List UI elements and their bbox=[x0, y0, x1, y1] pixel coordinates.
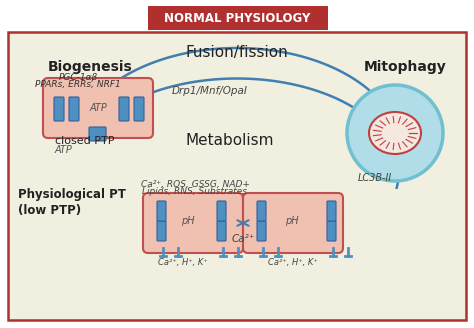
Text: PGC-1αβ: PGC-1αβ bbox=[58, 73, 98, 82]
FancyBboxPatch shape bbox=[217, 221, 226, 241]
FancyBboxPatch shape bbox=[148, 6, 328, 30]
Text: pH: pH bbox=[285, 216, 299, 226]
FancyBboxPatch shape bbox=[43, 78, 153, 138]
Text: ATP: ATP bbox=[55, 145, 73, 155]
FancyBboxPatch shape bbox=[134, 97, 144, 121]
Circle shape bbox=[347, 85, 443, 181]
FancyBboxPatch shape bbox=[8, 32, 466, 320]
FancyBboxPatch shape bbox=[143, 193, 243, 253]
Text: Ca²⁺, H⁺, K⁺: Ca²⁺, H⁺, K⁺ bbox=[158, 258, 208, 267]
Text: pH: pH bbox=[181, 216, 195, 226]
FancyBboxPatch shape bbox=[257, 221, 266, 241]
Text: NORMAL PHYSIOLOGY: NORMAL PHYSIOLOGY bbox=[164, 11, 310, 25]
Text: PPARs, ERRs, NRF1: PPARs, ERRs, NRF1 bbox=[35, 80, 121, 89]
FancyBboxPatch shape bbox=[119, 97, 129, 121]
FancyBboxPatch shape bbox=[89, 127, 106, 141]
Text: ATP: ATP bbox=[89, 103, 107, 113]
Text: Fusion/fission: Fusion/fission bbox=[186, 45, 288, 60]
FancyBboxPatch shape bbox=[243, 193, 343, 253]
Text: Drp1/Mnf/OpaI: Drp1/Mnf/OpaI bbox=[172, 86, 248, 96]
FancyBboxPatch shape bbox=[54, 97, 64, 121]
Ellipse shape bbox=[369, 112, 421, 154]
FancyBboxPatch shape bbox=[157, 221, 166, 241]
Text: Lipids, RNS, Substrates: Lipids, RNS, Substrates bbox=[143, 187, 247, 196]
Text: Biogenesis: Biogenesis bbox=[47, 60, 132, 74]
Text: Ca²⁺, H⁺, K⁺: Ca²⁺, H⁺, K⁺ bbox=[268, 258, 318, 267]
FancyBboxPatch shape bbox=[257, 201, 266, 221]
FancyBboxPatch shape bbox=[327, 201, 336, 221]
FancyBboxPatch shape bbox=[217, 201, 226, 221]
Text: LC3B-II: LC3B-II bbox=[358, 173, 392, 183]
Text: closed PTP: closed PTP bbox=[55, 136, 115, 146]
FancyBboxPatch shape bbox=[157, 201, 166, 221]
FancyBboxPatch shape bbox=[327, 221, 336, 241]
Text: Ca²⁺, ROS, GSSG, NAD+: Ca²⁺, ROS, GSSG, NAD+ bbox=[141, 180, 249, 189]
Text: Ca²⁺: Ca²⁺ bbox=[231, 234, 255, 244]
Text: Mitophagy: Mitophagy bbox=[364, 60, 447, 74]
Text: Physiological PT
(low PTP): Physiological PT (low PTP) bbox=[18, 188, 126, 217]
FancyBboxPatch shape bbox=[69, 97, 79, 121]
Text: Metabolism: Metabolism bbox=[186, 133, 274, 148]
